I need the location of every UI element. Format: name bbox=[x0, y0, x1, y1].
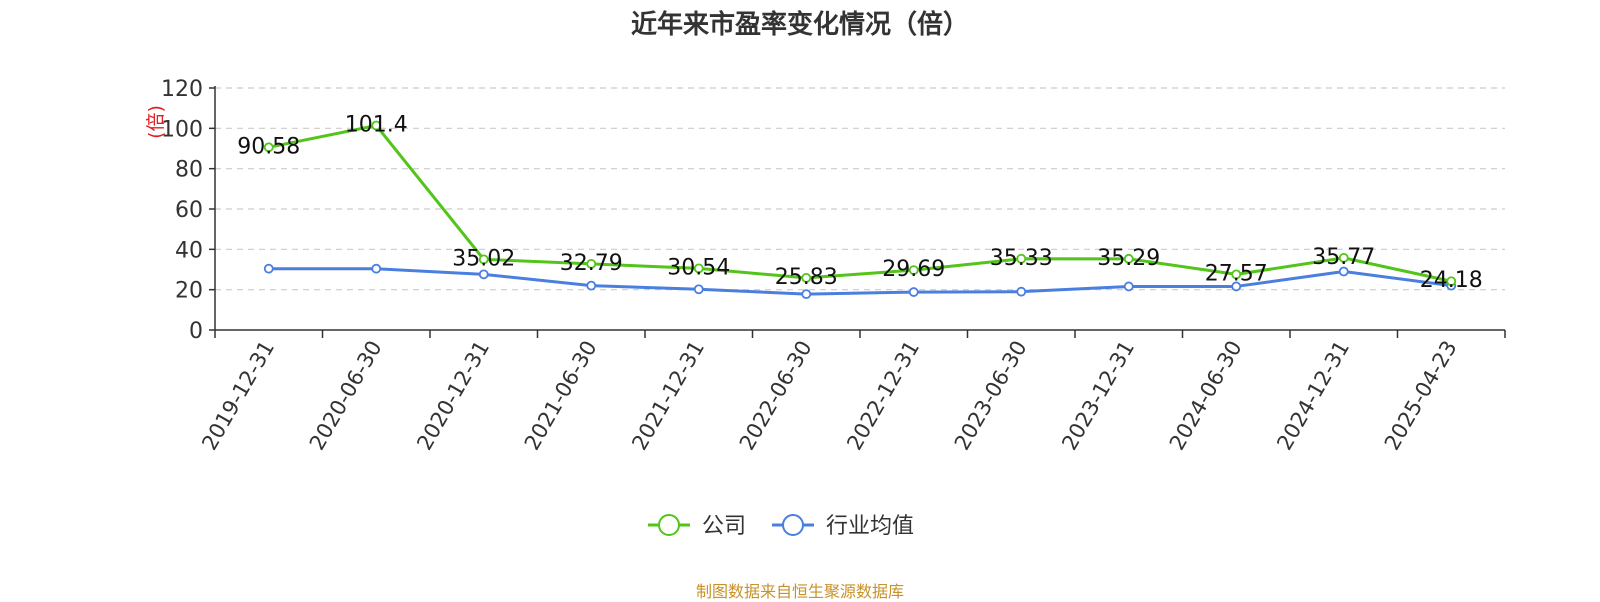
x-tick-label: 2021-12-31 bbox=[627, 337, 709, 455]
x-tick-label: 2024-06-30 bbox=[1165, 337, 1247, 455]
data-label: 25.83 bbox=[775, 265, 838, 290]
x-tick-label: 2020-12-31 bbox=[412, 337, 494, 455]
x-tick-label: 2023-12-31 bbox=[1057, 337, 1139, 455]
x-tick-label: 2025-04-23 bbox=[1380, 337, 1462, 455]
data-point bbox=[586, 258, 597, 269]
y-tick-label: 0 bbox=[189, 319, 203, 344]
data-point bbox=[908, 265, 919, 276]
legend[interactable]: 公司 行业均值 bbox=[648, 514, 914, 539]
data-point bbox=[1446, 276, 1457, 287]
data-label: 29.69 bbox=[882, 257, 945, 282]
data-point bbox=[1123, 253, 1134, 264]
x-tick-label: 2022-06-30 bbox=[735, 337, 817, 455]
legend-label: 行业均值 bbox=[826, 514, 914, 539]
data-label: 90.58 bbox=[237, 134, 300, 159]
data-label: 35.33 bbox=[990, 246, 1053, 271]
legend-marker bbox=[658, 514, 680, 536]
source-note: 制图数据来自恒生聚源数据库 bbox=[695, 582, 904, 601]
y-tick-label: 40 bbox=[175, 238, 203, 263]
data-label: 35.02 bbox=[452, 246, 515, 271]
data-point bbox=[801, 273, 812, 283]
series-lines bbox=[263, 120, 1457, 300]
y-tick-label: 100 bbox=[161, 117, 203, 142]
data-point bbox=[1338, 252, 1349, 263]
data-label: 35.77 bbox=[1312, 245, 1375, 270]
data-point bbox=[1231, 281, 1242, 292]
y-tick-label: 20 bbox=[175, 279, 203, 304]
legend-item-1[interactable]: 行业均值 bbox=[772, 514, 914, 539]
grid-lines bbox=[215, 87, 1505, 291]
y-tick-label: 120 bbox=[161, 77, 203, 102]
data-label: 27.57 bbox=[1205, 261, 1268, 286]
data-point bbox=[371, 263, 382, 274]
data-label: 24.18 bbox=[1420, 268, 1483, 293]
x-tick-label: 2022-12-31 bbox=[842, 337, 924, 455]
data-label: 101.4 bbox=[345, 113, 408, 138]
x-tick-label: 2024-12-31 bbox=[1272, 337, 1354, 455]
chart-title: 近年来市盈率变化情况（倍） bbox=[630, 10, 969, 40]
data-point bbox=[1123, 281, 1134, 292]
data-point bbox=[586, 280, 597, 291]
legend-item-0[interactable]: 公司 bbox=[648, 514, 746, 539]
y-tick-label: 60 bbox=[175, 198, 203, 223]
legend-label: 公司 bbox=[702, 514, 746, 539]
data-label: 30.54 bbox=[667, 255, 730, 280]
y-tick-label: 80 bbox=[175, 158, 203, 183]
data-point bbox=[1231, 269, 1242, 280]
series-line-0 bbox=[268, 124, 1452, 283]
data-point bbox=[478, 269, 489, 280]
data-labels: 90.58 101.4 35.02 32.79 30.54 25.83 29.69 35.33… bbox=[237, 113, 1482, 294]
data-point bbox=[1016, 286, 1027, 297]
data-point bbox=[478, 254, 489, 265]
data-point bbox=[693, 284, 704, 295]
data-label: 35.29 bbox=[1097, 246, 1160, 271]
legend-marker bbox=[782, 514, 804, 536]
data-label: 32.79 bbox=[560, 251, 623, 276]
data-point bbox=[1016, 253, 1027, 264]
y-axis-label: (倍) bbox=[145, 105, 167, 139]
data-point bbox=[263, 263, 274, 274]
x-tick-label: 2023-06-30 bbox=[950, 337, 1032, 455]
data-point bbox=[801, 289, 812, 300]
x-tick-label: 2020-06-30 bbox=[305, 337, 387, 455]
x-tick-label: 2019-12-31 bbox=[197, 337, 279, 455]
data-point bbox=[263, 142, 274, 153]
series-line-1 bbox=[268, 267, 1452, 296]
x-tick-label: 2021-06-30 bbox=[520, 337, 602, 455]
data-point bbox=[1338, 266, 1349, 277]
data-point bbox=[693, 263, 704, 274]
data-point bbox=[371, 120, 382, 131]
data-point bbox=[908, 287, 919, 297]
